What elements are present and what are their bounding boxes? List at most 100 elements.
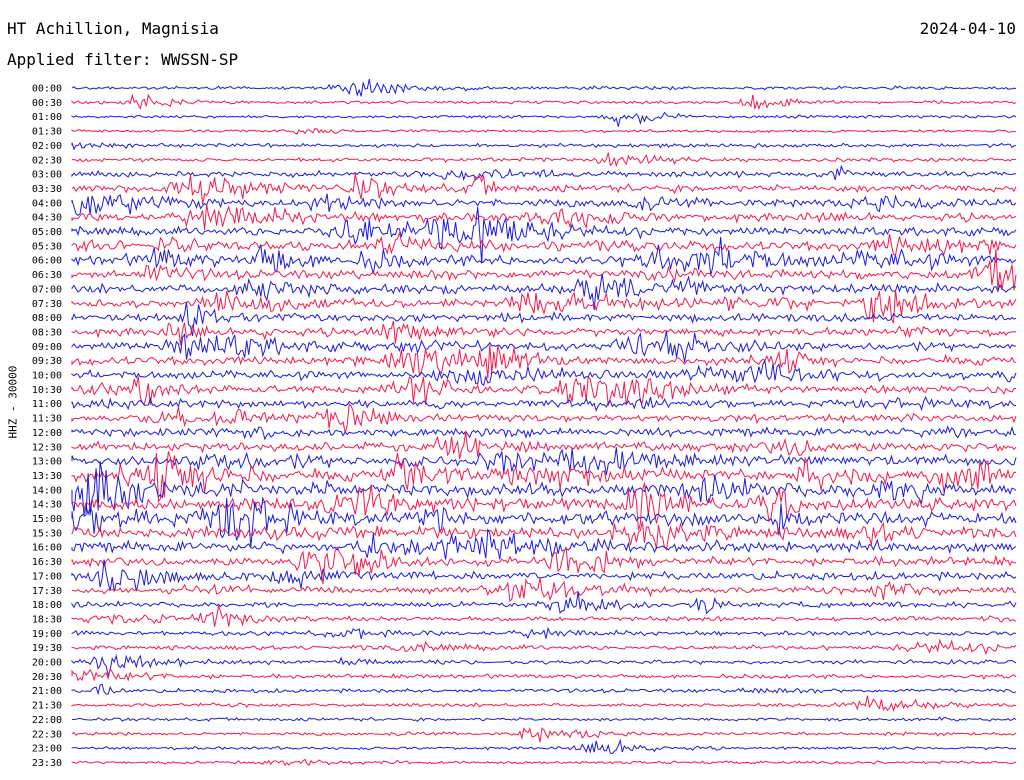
trace-row xyxy=(71,330,1017,363)
trace-row xyxy=(71,591,1017,615)
tick-label: 08:30 xyxy=(32,327,62,338)
tick-label: 20:30 xyxy=(32,672,62,683)
tick-label: 17:30 xyxy=(32,586,62,597)
tick-label: 23:30 xyxy=(32,758,62,769)
tick-label: 20:00 xyxy=(32,658,62,669)
tick-label: 00:30 xyxy=(32,98,62,109)
trace-row xyxy=(71,273,1017,310)
trace-row xyxy=(71,127,1017,135)
trace-row xyxy=(71,451,1017,504)
tick-label: 09:30 xyxy=(32,356,62,367)
trace-row xyxy=(71,528,1017,560)
tick-label: 03:30 xyxy=(32,184,62,195)
trace-row xyxy=(71,78,1017,97)
trace-row xyxy=(71,375,1017,406)
tick-label: 10:30 xyxy=(32,385,62,396)
tick-label: 04:30 xyxy=(32,213,62,224)
trace-row xyxy=(71,152,1017,168)
tick-label: 07:00 xyxy=(32,284,62,295)
tick-label: 16:30 xyxy=(32,557,62,568)
trace-row xyxy=(71,577,1016,603)
tick-label: 10:00 xyxy=(32,371,62,382)
trace-row xyxy=(71,206,1017,264)
trace-row xyxy=(71,496,1017,547)
tick-label: 19:00 xyxy=(32,629,62,640)
trace-row xyxy=(71,403,1017,434)
trace-row xyxy=(71,142,1017,151)
trace-row xyxy=(71,447,1017,476)
trace-row xyxy=(71,395,1017,412)
tick-label: 02:30 xyxy=(32,155,62,166)
filter-label: Applied filter: WWSSN-SP xyxy=(7,50,239,69)
tick-label: 15:00 xyxy=(32,514,62,525)
tick-label: 00:00 xyxy=(32,84,62,95)
tick-label: 01:00 xyxy=(32,112,62,123)
tick-label: 18:00 xyxy=(32,600,62,611)
trace-row xyxy=(71,193,1017,216)
tick-label: 13:30 xyxy=(32,471,62,482)
trace-row xyxy=(71,546,1017,585)
trace-row xyxy=(71,653,1017,678)
tick-label: 08:00 xyxy=(32,313,62,324)
tick-label: 16:00 xyxy=(32,543,62,554)
tick-label: 13:00 xyxy=(32,457,62,468)
trace-row xyxy=(71,461,1017,518)
tick-label: 23:00 xyxy=(32,744,62,755)
tick-label: 14:30 xyxy=(32,500,62,511)
tick-label: 09:00 xyxy=(32,342,62,353)
tick-label: 12:30 xyxy=(32,442,62,453)
tick-label-group: 00:00 00:30 01:00 01:30 02:00 02:30 03:00 03:30… xyxy=(32,84,62,769)
tick-label: 14:00 xyxy=(32,485,62,496)
tick-label: 05:00 xyxy=(32,227,62,238)
trace-row xyxy=(71,248,1017,291)
tick-label: 06:30 xyxy=(32,270,62,281)
tick-label: 17:00 xyxy=(32,571,62,582)
trace-row xyxy=(71,111,1017,127)
trace-row xyxy=(71,164,1017,182)
trace-row xyxy=(71,738,1017,755)
trace-row xyxy=(71,604,1017,627)
tick-label: 07:30 xyxy=(32,299,62,310)
tick-label: 01:30 xyxy=(32,127,62,138)
trace-row xyxy=(71,289,1017,324)
trace-row xyxy=(71,93,1017,111)
tick-label: 22:30 xyxy=(32,729,62,740)
trace-row xyxy=(71,626,1017,640)
tick-label: 03:00 xyxy=(32,170,62,181)
tick-label: 15:30 xyxy=(32,528,62,539)
tick-label: 04:00 xyxy=(32,198,62,209)
trace-row xyxy=(71,173,1017,205)
trace-row xyxy=(71,231,1017,256)
trace-row xyxy=(71,344,1017,379)
trace-row xyxy=(71,425,1017,441)
trace-row xyxy=(71,302,1017,337)
tick-label: 22:00 xyxy=(32,715,62,726)
trace-row xyxy=(71,727,1017,743)
tick-label: 18:30 xyxy=(32,614,62,625)
date-label: 2024-04-10 xyxy=(919,19,1016,38)
trace-row xyxy=(71,237,1017,276)
tick-label: 11:00 xyxy=(32,399,62,410)
trace-group xyxy=(71,78,1017,767)
trace-row xyxy=(71,683,1017,696)
trace-row xyxy=(71,695,1017,713)
trace-row xyxy=(71,521,1017,551)
tick-label: 02:00 xyxy=(32,141,62,152)
station-title: HT Achillion, Magnisia xyxy=(7,19,219,38)
trace-row xyxy=(71,431,1017,460)
tick-label: 05:30 xyxy=(32,241,62,252)
trace-row xyxy=(71,758,1017,767)
trace-row xyxy=(71,667,1017,682)
tick-label: 21:30 xyxy=(32,701,62,712)
trace-row xyxy=(71,559,1017,592)
trace-row xyxy=(71,638,1017,656)
tick-label: 06:00 xyxy=(32,256,62,267)
tick-label: 12:00 xyxy=(32,428,62,439)
trace-row xyxy=(71,204,1017,231)
tick-label: 11:30 xyxy=(32,414,62,425)
tick-label: 19:30 xyxy=(32,643,62,654)
trace-row xyxy=(71,320,1017,345)
tick-label: 21:00 xyxy=(32,686,62,697)
trace-row xyxy=(71,482,1017,531)
